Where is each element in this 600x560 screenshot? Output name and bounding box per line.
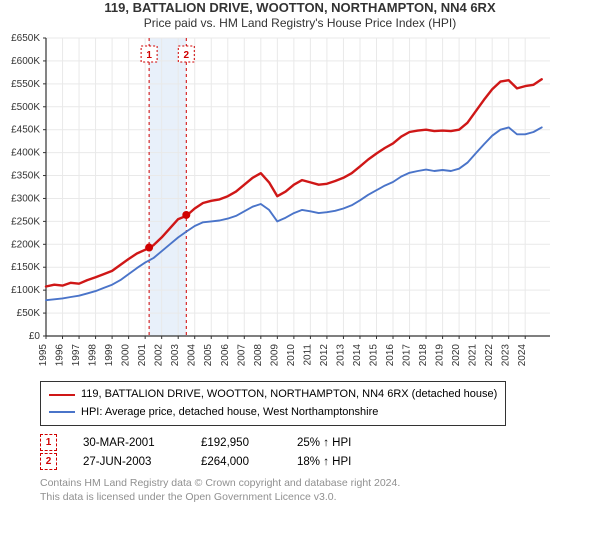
svg-text:2: 2 bbox=[184, 50, 190, 61]
legend: 119, BATTALION DRIVE, WOOTTON, NORTHAMPT… bbox=[40, 381, 506, 426]
svg-text:1996: 1996 bbox=[55, 344, 66, 367]
svg-text:£550K: £550K bbox=[11, 79, 40, 90]
svg-text:£250K: £250K bbox=[11, 216, 40, 227]
sale-marker-icon: 2 bbox=[40, 453, 57, 470]
svg-text:£350K: £350K bbox=[11, 171, 40, 182]
svg-text:1995: 1995 bbox=[38, 344, 49, 367]
line-chart: £0 £50K £100K £150K £200K £250K £300K £350K £400… bbox=[0, 30, 600, 375]
svg-text:2022: 2022 bbox=[484, 344, 495, 367]
svg-text:£50K: £50K bbox=[17, 308, 41, 319]
sale-delta: 18% ↑ HPI bbox=[297, 456, 351, 468]
sale-delta: 25% ↑ HPI bbox=[297, 437, 351, 449]
svg-text:£600K: £600K bbox=[11, 56, 40, 67]
legend-swatch bbox=[49, 411, 75, 413]
svg-text:2006: 2006 bbox=[220, 344, 231, 367]
svg-text:2019: 2019 bbox=[435, 344, 446, 367]
svg-text:2020: 2020 bbox=[451, 344, 462, 367]
svg-text:£450K: £450K bbox=[11, 125, 40, 136]
svg-text:2000: 2000 bbox=[121, 344, 132, 367]
legend-row: 119, BATTALION DRIVE, WOOTTON, NORTHAMPT… bbox=[49, 386, 497, 404]
footer: Contains HM Land Registry data © Crown c… bbox=[40, 476, 600, 504]
footer-line: Contains HM Land Registry data © Crown c… bbox=[40, 476, 600, 490]
svg-text:2004: 2004 bbox=[187, 344, 198, 367]
svg-text:1: 1 bbox=[146, 50, 152, 61]
svg-text:2001: 2001 bbox=[137, 344, 148, 367]
page-subtitle: Price paid vs. HM Land Registry's House … bbox=[0, 16, 600, 30]
sale-date: 30-MAR-2001 bbox=[83, 437, 175, 449]
svg-text:2015: 2015 bbox=[368, 344, 379, 367]
legend-row: HPI: Average price, detached house, West… bbox=[49, 404, 497, 422]
svg-text:£650K: £650K bbox=[11, 33, 40, 44]
svg-text:1997: 1997 bbox=[71, 344, 82, 367]
legend-swatch bbox=[49, 394, 75, 396]
svg-text:£500K: £500K bbox=[11, 102, 40, 113]
svg-text:2017: 2017 bbox=[402, 344, 413, 367]
footer-line: This data is licensed under the Open Gov… bbox=[40, 490, 600, 504]
svg-text:£150K: £150K bbox=[11, 262, 40, 273]
chart-svg: £0 £50K £100K £150K £200K £250K £300K £350K £400… bbox=[0, 30, 560, 370]
svg-text:2007: 2007 bbox=[236, 344, 247, 367]
sales-table: 1 30-MAR-2001 £192,950 25% ↑ HPI 2 27-JU… bbox=[40, 434, 600, 470]
svg-text:£400K: £400K bbox=[11, 148, 40, 159]
svg-text:2018: 2018 bbox=[418, 344, 429, 367]
svg-text:2014: 2014 bbox=[352, 344, 363, 367]
sale-price: £264,000 bbox=[201, 456, 271, 468]
svg-text:£0: £0 bbox=[29, 331, 41, 342]
svg-text:2011: 2011 bbox=[302, 344, 313, 366]
svg-text:£300K: £300K bbox=[11, 193, 40, 204]
svg-text:2008: 2008 bbox=[253, 344, 264, 367]
svg-text:2005: 2005 bbox=[203, 344, 214, 367]
page-title: 119, BATTALION DRIVE, WOOTTON, NORTHAMPT… bbox=[0, 0, 600, 15]
sale-price: £192,950 bbox=[201, 437, 271, 449]
table-row: 1 30-MAR-2001 £192,950 25% ↑ HPI bbox=[40, 434, 600, 451]
legend-label: HPI: Average price, detached house, West… bbox=[81, 404, 378, 422]
sale-marker-icon: 1 bbox=[40, 434, 57, 451]
svg-text:2016: 2016 bbox=[385, 344, 396, 367]
svg-text:2010: 2010 bbox=[286, 344, 297, 367]
svg-text:2012: 2012 bbox=[319, 344, 330, 367]
svg-text:2024: 2024 bbox=[517, 344, 528, 367]
svg-text:2021: 2021 bbox=[468, 344, 479, 367]
svg-text:£200K: £200K bbox=[11, 239, 40, 250]
svg-text:2009: 2009 bbox=[269, 344, 280, 367]
svg-text:£100K: £100K bbox=[11, 285, 40, 296]
svg-text:1998: 1998 bbox=[88, 344, 99, 367]
svg-text:2003: 2003 bbox=[170, 344, 181, 367]
legend-label: 119, BATTALION DRIVE, WOOTTON, NORTHAMPT… bbox=[81, 386, 497, 404]
sale-date: 27-JUN-2003 bbox=[83, 456, 175, 468]
table-row: 2 27-JUN-2003 £264,000 18% ↑ HPI bbox=[40, 453, 600, 470]
svg-text:1999: 1999 bbox=[104, 344, 115, 367]
svg-text:2023: 2023 bbox=[501, 344, 512, 367]
svg-text:2002: 2002 bbox=[154, 344, 165, 367]
svg-text:2013: 2013 bbox=[335, 344, 346, 367]
